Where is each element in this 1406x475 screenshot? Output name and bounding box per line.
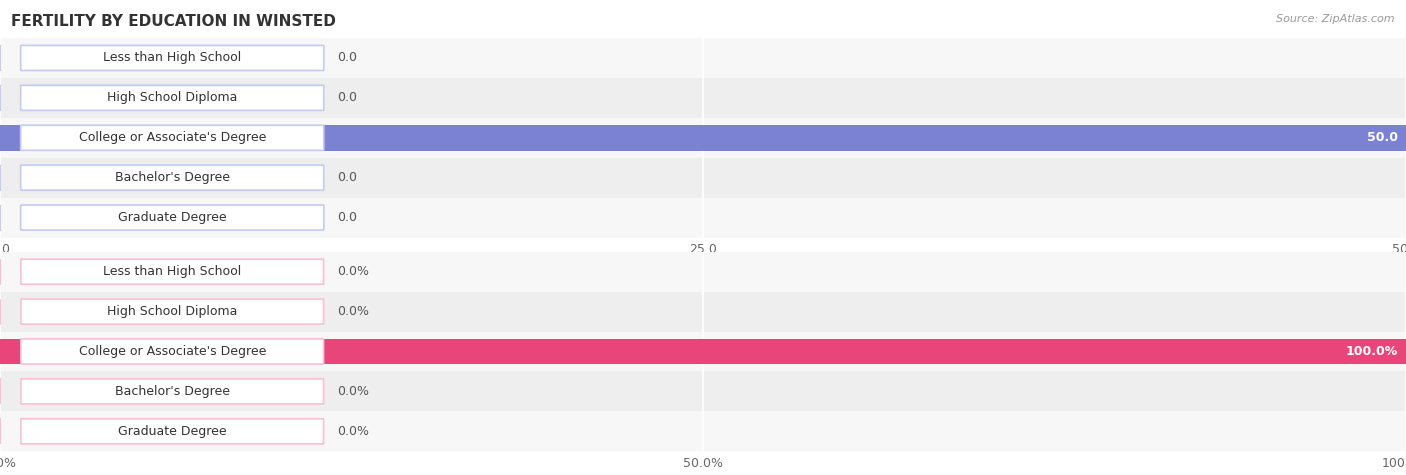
FancyBboxPatch shape — [21, 259, 323, 284]
Bar — [0, 252, 1406, 292]
Text: Graduate Degree: Graduate Degree — [118, 211, 226, 224]
Text: Bachelor's Degree: Bachelor's Degree — [115, 385, 229, 398]
Text: 0.0%: 0.0% — [337, 265, 370, 278]
Text: Less than High School: Less than High School — [103, 51, 242, 65]
Bar — [0, 379, 1, 404]
Bar — [0, 418, 1, 444]
Text: 0.0: 0.0 — [337, 91, 357, 104]
Bar — [0, 339, 1406, 364]
Text: 100.0%: 100.0% — [1346, 345, 1398, 358]
FancyBboxPatch shape — [21, 46, 323, 70]
Bar — [0, 198, 1406, 238]
Bar — [0, 38, 1406, 78]
FancyBboxPatch shape — [21, 86, 323, 110]
Bar — [0, 45, 1, 71]
FancyBboxPatch shape — [21, 299, 323, 324]
Text: 0.0%: 0.0% — [337, 385, 370, 398]
Text: College or Associate's Degree: College or Associate's Degree — [79, 131, 266, 144]
Text: Bachelor's Degree: Bachelor's Degree — [115, 171, 229, 184]
Bar — [0, 371, 1406, 411]
Text: 0.0: 0.0 — [337, 51, 357, 65]
FancyBboxPatch shape — [21, 165, 323, 190]
FancyBboxPatch shape — [21, 205, 323, 230]
Bar — [0, 125, 1406, 151]
Bar — [0, 118, 1406, 158]
Bar — [0, 205, 1, 230]
FancyBboxPatch shape — [21, 419, 323, 444]
Bar — [0, 78, 1406, 118]
Bar — [0, 158, 1406, 198]
Text: 50.0: 50.0 — [1367, 131, 1398, 144]
Text: 0.0: 0.0 — [337, 211, 357, 224]
Text: Less than High School: Less than High School — [103, 265, 242, 278]
Bar — [0, 411, 1406, 451]
Text: Source: ZipAtlas.com: Source: ZipAtlas.com — [1277, 14, 1395, 24]
Text: 0.0: 0.0 — [337, 171, 357, 184]
Text: FERTILITY BY EDUCATION IN WINSTED: FERTILITY BY EDUCATION IN WINSTED — [11, 14, 336, 29]
Text: 0.0%: 0.0% — [337, 425, 370, 438]
Text: High School Diploma: High School Diploma — [107, 305, 238, 318]
Text: Graduate Degree: Graduate Degree — [118, 425, 226, 438]
FancyBboxPatch shape — [21, 125, 323, 150]
Text: 0.0%: 0.0% — [337, 305, 370, 318]
FancyBboxPatch shape — [21, 339, 323, 364]
Text: High School Diploma: High School Diploma — [107, 91, 238, 104]
Bar — [0, 299, 1, 324]
Bar — [0, 332, 1406, 371]
Bar — [0, 259, 1, 285]
Bar — [0, 85, 1, 111]
Bar — [0, 165, 1, 190]
Bar — [0, 292, 1406, 332]
Text: College or Associate's Degree: College or Associate's Degree — [79, 345, 266, 358]
FancyBboxPatch shape — [21, 379, 323, 404]
